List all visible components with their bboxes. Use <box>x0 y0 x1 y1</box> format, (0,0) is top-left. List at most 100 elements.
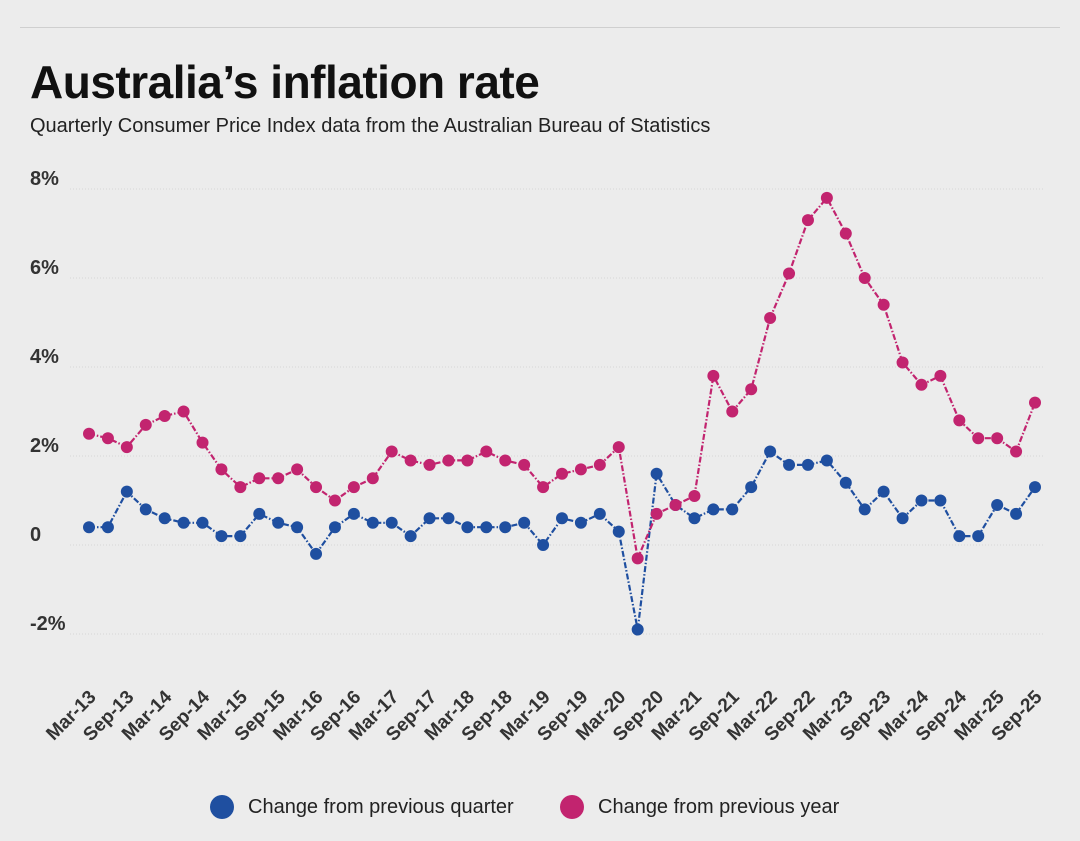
data-point-year <box>934 369 947 382</box>
data-point-quarter <box>461 521 474 534</box>
data-point-year <box>272 472 285 485</box>
data-point-quarter <box>120 485 133 498</box>
data-point-quarter <box>556 512 568 525</box>
data-point-quarter <box>328 521 341 534</box>
data-point-quarter <box>385 516 398 529</box>
data-point-quarter <box>972 530 985 543</box>
data-point-year <box>1010 445 1023 458</box>
data-point-quarter <box>688 512 701 525</box>
data-point-quarter <box>839 476 852 489</box>
data-point-quarter <box>764 445 777 458</box>
data-point-quarter <box>858 503 871 516</box>
data-point-year <box>669 498 682 511</box>
data-point-year <box>423 458 436 471</box>
data-point-year <box>347 481 360 494</box>
data-point-quarter <box>253 507 266 520</box>
data-point-quarter <box>347 507 360 520</box>
data-point-year <box>480 445 493 458</box>
series-line-quarter <box>89 450 1036 631</box>
data-point-quarter <box>896 512 909 525</box>
data-point-quarter <box>442 512 455 525</box>
data-point-year <box>310 481 323 494</box>
data-point-year <box>858 272 871 284</box>
legend-item-quarter[interactable]: Change from previous quarter <box>210 795 514 819</box>
data-point-year <box>101 432 114 445</box>
data-point-quarter <box>801 458 814 471</box>
data-point-year <box>783 267 796 280</box>
data-point-year <box>385 445 398 458</box>
data-point-quarter <box>953 530 966 543</box>
data-point-quarter <box>934 494 947 507</box>
chart-subtitle: Quarterly Consumer Price Index data from… <box>30 115 711 137</box>
data-point-quarter <box>234 530 247 543</box>
data-point-quarter <box>83 521 95 534</box>
data-point-quarter <box>215 530 228 543</box>
legend-label-year: Change from previous year <box>598 795 840 818</box>
data-point-year <box>631 552 644 565</box>
data-point-year <box>745 383 758 396</box>
data-point-quarter <box>650 467 663 480</box>
series-line-year <box>88 196 1037 560</box>
data-point-quarter <box>139 503 152 516</box>
data-point-year <box>537 481 550 494</box>
data-point-quarter <box>480 521 493 534</box>
data-point-year <box>839 227 852 240</box>
data-point-quarter <box>366 516 379 529</box>
data-point-year <box>83 427 95 440</box>
data-point-year <box>915 378 928 391</box>
y-tick-label: 8% <box>30 168 59 190</box>
data-point-quarter <box>196 516 209 529</box>
data-point-year <box>253 472 266 485</box>
data-point-year <box>404 454 417 467</box>
data-point-year <box>291 463 304 476</box>
data-point-quarter <box>404 530 417 543</box>
chart-title: Australia’s inflation rate <box>30 56 540 108</box>
data-point-quarter <box>537 539 550 551</box>
data-point-quarter <box>820 454 833 467</box>
data-point-quarter <box>726 503 739 516</box>
y-tick-label: -2% <box>30 613 66 635</box>
data-point-year <box>650 507 663 520</box>
data-point-quarter <box>991 498 1004 511</box>
data-point-quarter <box>745 481 758 494</box>
data-point-year <box>556 467 568 480</box>
data-point-year <box>688 490 701 503</box>
data-point-year <box>612 441 625 454</box>
data-point-year <box>120 441 133 454</box>
legend-marker-quarter <box>210 795 234 819</box>
chart-legend: Change from previous quarter Change from… <box>0 795 1080 825</box>
data-point-year <box>1029 396 1041 409</box>
data-point-quarter <box>499 521 512 534</box>
legend-item-year[interactable]: Change from previous year <box>560 795 839 819</box>
y-tick-label: 4% <box>30 346 59 368</box>
data-point-year <box>196 436 209 449</box>
data-point-quarter <box>877 485 890 498</box>
data-point-quarter <box>631 623 644 636</box>
y-tick-label: 0 <box>30 524 41 546</box>
data-point-year <box>461 454 474 467</box>
data-point-year <box>972 432 985 445</box>
data-point-quarter <box>783 458 796 471</box>
y-tick-label: 6% <box>30 257 59 279</box>
data-point-year <box>518 458 531 471</box>
data-point-year <box>158 409 171 422</box>
data-point-quarter <box>518 516 531 529</box>
line-chart: -2%02%4%6%8%Mar-13Sep-13Mar-14Sep-14Mar-… <box>30 168 1047 746</box>
data-point-year <box>991 432 1004 445</box>
y-tick-label: 2% <box>30 435 59 457</box>
data-point-quarter <box>291 521 304 534</box>
data-point-quarter <box>101 521 114 534</box>
data-point-year <box>139 418 152 431</box>
data-point-quarter <box>310 547 323 560</box>
data-point-quarter <box>612 525 625 538</box>
data-point-year <box>177 405 190 418</box>
data-point-year <box>764 312 777 325</box>
top-divider <box>20 27 1060 28</box>
data-point-quarter <box>707 503 720 516</box>
data-point-year <box>442 454 455 467</box>
data-point-quarter <box>915 494 928 507</box>
data-point-quarter <box>1010 507 1023 520</box>
data-point-quarter <box>158 512 171 525</box>
data-point-year <box>801 214 814 227</box>
data-point-year <box>215 463 228 476</box>
